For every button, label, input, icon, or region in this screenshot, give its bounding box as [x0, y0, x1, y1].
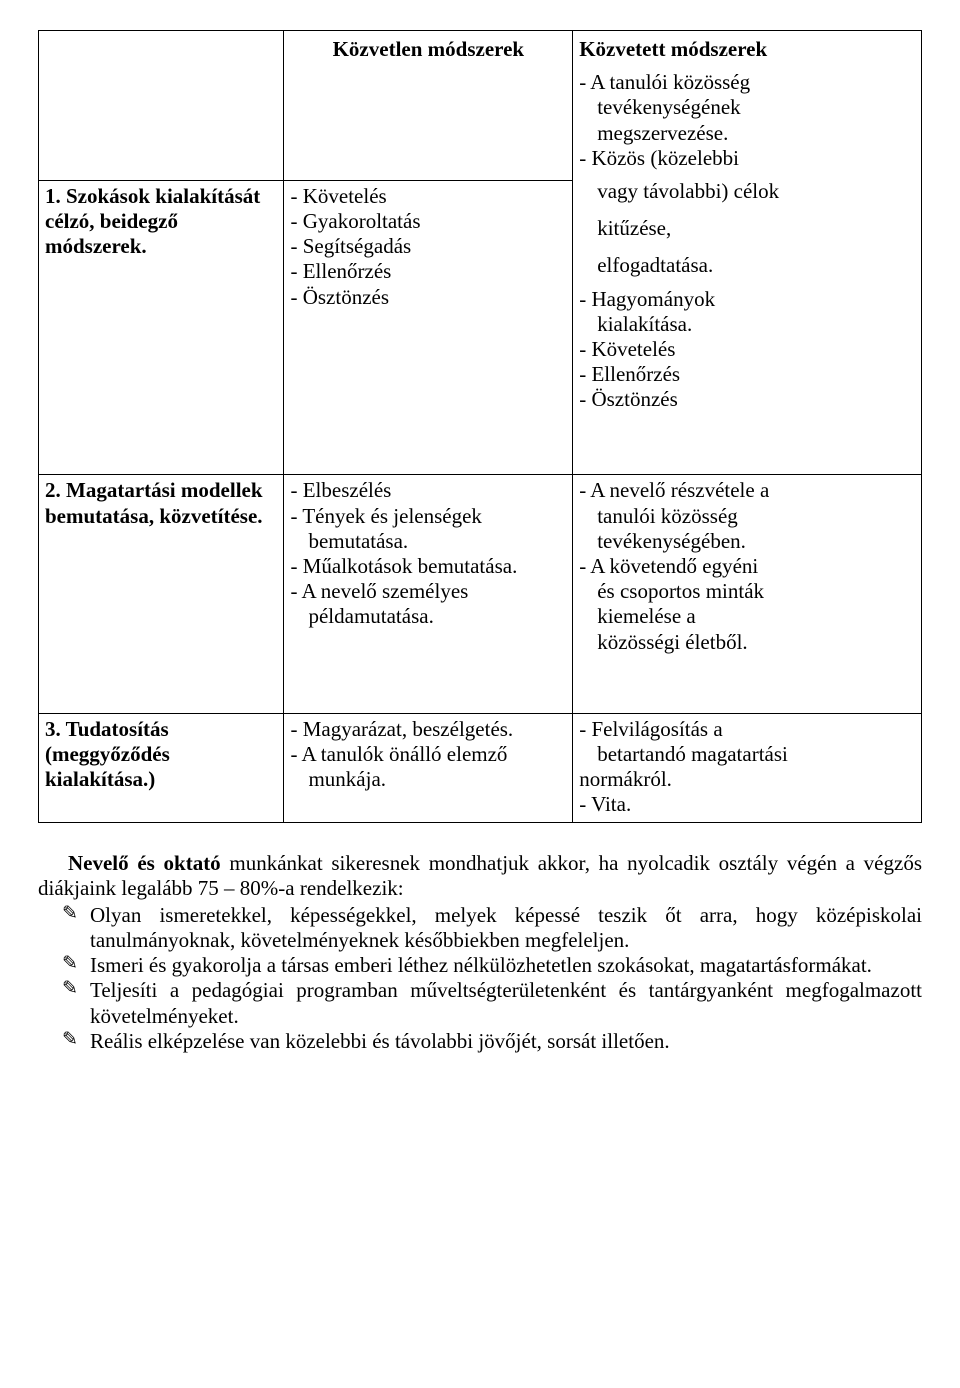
- r2c1a: 2. Magatartási modellek: [45, 478, 263, 502]
- r2c3: - A nevelő részvétele a tanulói közösség…: [573, 475, 922, 713]
- r2c3b: tanulói közösség: [579, 504, 915, 529]
- r1c3h: - Hagyományok: [579, 287, 915, 312]
- r1c1b: célzó, beidegző: [45, 209, 178, 233]
- r1c3a: - A tanulói közösség: [579, 70, 915, 95]
- r1c3j: - Követelés: [579, 337, 915, 362]
- intro-bold: Nevelő és oktató: [68, 851, 221, 875]
- header-empty: [39, 31, 284, 181]
- r1c3i: kialakítása.: [579, 312, 915, 337]
- r2c3e: és csoportos minták: [579, 579, 915, 604]
- r3c1: 3. Tudatosítás (meggyőződés kialakítása.…: [39, 713, 284, 822]
- r1c2: - Követelés - Gyakoroltatás - Segítségad…: [284, 180, 573, 475]
- r3c3b: betartandó magatartási: [579, 742, 915, 767]
- r3c1b: (meggyőződés: [45, 742, 170, 766]
- r1c3c: megszervezése.: [579, 121, 915, 146]
- bullet-list: Olyan ismeretekkel, képességekkel, melye…: [38, 903, 922, 1054]
- r3c2a: - Magyarázat, beszélgetés.: [290, 717, 566, 742]
- r1c1: 1. Szokások kialakítását célzó, beidegző…: [39, 180, 284, 475]
- r3c1c: kialakítása.): [45, 767, 155, 791]
- r2c3d: - A követendő egyéni: [579, 554, 915, 579]
- r2c2d: - Műalkotások bemutatása.: [290, 554, 566, 579]
- header-col2: Közvetlen módszerek: [284, 31, 573, 181]
- r3c2b: - A tanulók önálló elemző: [290, 742, 566, 767]
- r3c2c: munkája.: [290, 767, 566, 792]
- r1c3l: - Ösztönzés: [579, 387, 915, 470]
- r1c3d: - Közös (közelebbi: [579, 146, 915, 171]
- table-header-row: Közvetlen módszerek Közvetett módszerek …: [39, 31, 922, 181]
- r2c3g: közösségi életből.: [579, 630, 915, 655]
- r1c2c: - Segítségadás: [290, 234, 566, 259]
- r1c1c: módszerek.: [45, 234, 147, 258]
- r1c1a: 1. Szokások kialakítását: [45, 184, 260, 208]
- r1c3f: kitűzése,: [579, 212, 915, 249]
- header-col3: Közvetett módszerek - A tanulói közösség…: [573, 31, 922, 475]
- r2c1: 2. Magatartási modellek bemutatása, közv…: [39, 475, 284, 713]
- methods-table: Közvetlen módszerek Közvetett módszerek …: [38, 30, 922, 823]
- r3c3a: - Felvilágosítás a: [579, 717, 915, 742]
- r2c2b: - Tények és jelenségek: [290, 504, 566, 529]
- r2c1b: bemutatása, közvetítése.: [45, 504, 263, 528]
- r2c3a: - A nevelő részvétele a: [579, 478, 915, 503]
- r2c2f: példamutatása.: [290, 604, 566, 629]
- bullet-3: Teljesíti a pedagógiai programban művelt…: [38, 978, 922, 1028]
- r1c3e: vagy távolabbi) célok: [579, 171, 915, 212]
- r2c2a: - Elbeszélés: [290, 478, 566, 503]
- r3c3c: normákról.: [579, 767, 915, 792]
- r3c3: - Felvilágosítás a betartandó magatartás…: [573, 713, 922, 822]
- intro-paragraph: Nevelő és oktató munkánkat sikeresnek mo…: [38, 851, 922, 901]
- r1c2d: - Ellenőrzés: [290, 259, 566, 284]
- header-col3-title: Közvetett módszerek: [579, 37, 915, 70]
- r3c3d: - Vita.: [579, 792, 915, 817]
- bullet-2: Ismeri és gyakorolja a társas emberi lét…: [38, 953, 922, 978]
- r2c2e: - A nevelő személyes: [290, 579, 566, 604]
- r1c3g: elfogadtatása.: [579, 249, 915, 286]
- bullet-1: Olyan ismeretekkel, képességekkel, melye…: [38, 903, 922, 953]
- table-row-2: 2. Magatartási modellek bemutatása, közv…: [39, 475, 922, 713]
- table-row-3: 3. Tudatosítás (meggyőződés kialakítása.…: [39, 713, 922, 822]
- r1c3b: tevékenységének: [579, 95, 915, 120]
- r2c2c: bemutatása.: [290, 529, 566, 554]
- r1c2a: - Követelés: [290, 184, 566, 209]
- r3c2: - Magyarázat, beszélgetés. - A tanulók ö…: [284, 713, 573, 822]
- body-text: Nevelő és oktató munkánkat sikeresnek mo…: [38, 851, 922, 1055]
- r1c2e: - Ösztönzés: [290, 285, 566, 310]
- r2c3f: kiemelése a: [579, 604, 915, 629]
- r1c3k: - Ellenőrzés: [579, 362, 915, 387]
- r2c3c: tevékenységében.: [579, 529, 915, 554]
- r3c1a: 3. Tudatosítás: [45, 717, 169, 741]
- r2c2: - Elbeszélés - Tények és jelenségek bemu…: [284, 475, 573, 713]
- bullet-4: Reális elképzelése van közelebbi és távo…: [38, 1029, 922, 1054]
- r1c2b: - Gyakoroltatás: [290, 209, 566, 234]
